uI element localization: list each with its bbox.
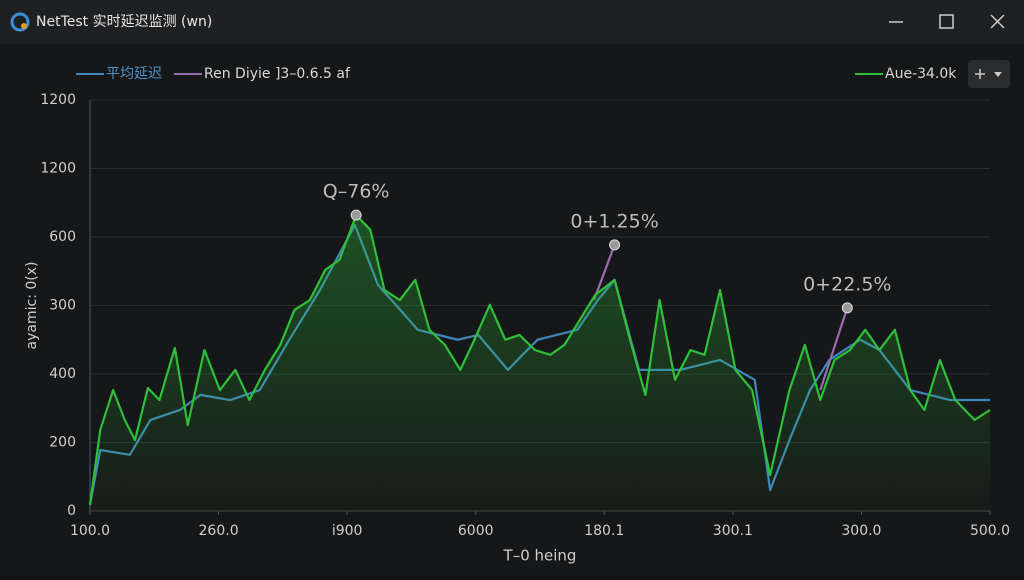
maximize-button[interactable] [939, 14, 954, 29]
x-tick-label: 300.1 [713, 523, 753, 539]
y-tick-label: 1200 [40, 92, 76, 108]
x-tick-label: i900 [332, 523, 363, 539]
x-tick-label: 100.0 [70, 523, 110, 539]
x-tick-label: 300.0 [841, 523, 881, 539]
x-tick-label: 6000 [458, 523, 494, 539]
x-tick-label: 180.1 [584, 523, 624, 539]
y-tick-label: 400 [49, 366, 76, 382]
legend-label: Ren Diyie ]3–0.6.5 af [204, 66, 351, 82]
series-line [88, 213, 991, 505]
series-line [592, 244, 616, 301]
x-axis-label: T–0 heing [503, 547, 577, 565]
add-button[interactable] [968, 60, 1010, 88]
y-tick-label: 1200 [40, 161, 76, 177]
x-tick-label: 260.0 [199, 523, 239, 539]
window-title: NetTest 实时延迟监测 (wn) [36, 14, 212, 30]
area-fill [90, 215, 990, 511]
title-bar [0, 0, 1024, 44]
series-line [819, 307, 849, 391]
y-tick-label: 300 [49, 298, 76, 314]
y-axis-label: ayamic: 0(x) [24, 262, 40, 350]
x-tick-label: 500.0 [970, 523, 1010, 539]
app-icon [10, 12, 30, 32]
y-tick-label: 600 [49, 229, 76, 245]
legend-label: Aue-34.0k [885, 66, 957, 82]
annotation-point [841, 302, 853, 314]
legend-label: 平均延迟 [106, 66, 162, 82]
close-button[interactable] [990, 14, 1005, 29]
annotation-label: Q–76% [323, 181, 390, 203]
annotation-point [350, 209, 362, 221]
y-tick-label: 200 [49, 435, 76, 451]
annotation-label: 0+22.5% [803, 273, 891, 295]
annotation-label: 0+1.25% [570, 210, 658, 232]
y-tick-label: 0 [67, 503, 76, 519]
annotation-point [609, 239, 621, 251]
